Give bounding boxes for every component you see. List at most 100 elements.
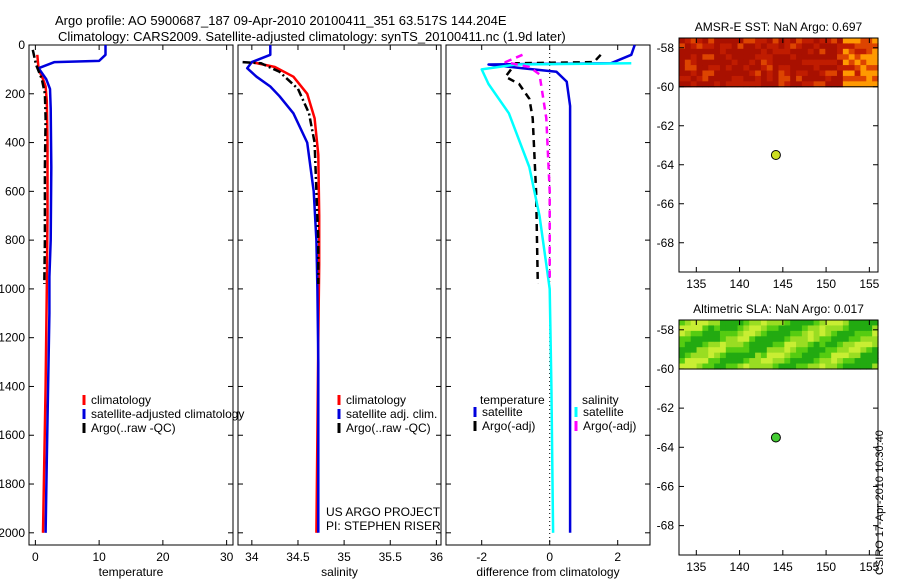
sla-field-cell [743,363,750,370]
sla-field-cell [766,341,774,348]
sla-field-cell [719,352,727,359]
sla-field-cell [766,325,774,332]
sla-field-cell [737,341,744,348]
sla-field-cell [842,341,850,348]
sla-field-cell [690,336,698,343]
sla-xtick-label: 140 [730,560,750,574]
sla-field-cell [766,363,774,370]
sla-ytick-label: -68 [657,519,675,533]
sla-field-cell [778,358,785,365]
sla-field-cell [755,347,762,354]
sst-field-cell [872,38,879,45]
difference-xlabel: difference from climatology [476,565,619,579]
sla-field-cell [766,330,774,337]
sla-field-cell [842,336,850,343]
sla-field-cell [696,336,704,343]
sla-field-cell [842,325,850,332]
sst-field-cell [679,48,686,55]
sst-field-cell [801,43,809,50]
sla-field-cell [784,347,791,354]
sla-field-cell [684,347,692,354]
sst-field-cell [831,43,838,50]
sst-field-cell [719,43,727,50]
sst-field-cell [679,81,686,88]
sla-field-cell [848,352,856,359]
sla-field-cell [766,347,774,354]
depth-ytick-label: 1000 [0,282,25,296]
sla-ytick-label: -62 [657,401,675,415]
sst-field-cell [719,81,727,88]
sla-field-cell [702,358,709,365]
sst-field-cell [737,75,744,82]
sla-field-cell [702,330,709,337]
sst-field-cell [825,59,832,66]
sst-field-cell [755,48,762,55]
sla-field-cell [819,341,826,348]
sla-field-cell [837,347,844,354]
sst-field-cell [696,43,704,50]
temperature-legend-label-0: climatology [91,393,151,407]
sst-field-cell [766,75,774,82]
sst-map-title: AMSR-E SST: NaN Argo: 0.697 [695,20,863,34]
sst-field-cell [860,38,867,45]
sla-field-cell [714,325,721,332]
sla-field-cell [819,336,826,343]
sst-field-cell [760,43,768,50]
sla-field-cell [860,320,867,327]
sla-field-cell [813,320,821,327]
sla-field-cell [684,358,692,365]
sla-xtick-label: 155 [859,560,879,574]
sla-field-cell [708,320,715,327]
sla-field-cell [737,336,744,343]
sst-field-cell [690,81,698,88]
sst-field-cell [801,48,809,55]
sla-field-cell [831,325,838,332]
sla-field-cell [784,358,791,365]
sla-field-cell [784,330,791,337]
sst-field-cell [719,59,727,66]
sst-field-cell [696,75,704,82]
sst-field-cell [796,75,803,82]
sst-field-cell [743,75,750,82]
sla-field-cell [755,320,762,327]
sst-field-cell [760,38,768,45]
sla-field-cell [860,330,867,337]
sla-field-cell [801,363,809,370]
sst-field-cell [784,43,791,50]
sla-field-cell [854,336,862,343]
sla-ytick-label: -64 [657,440,675,454]
sla-field-cell [737,363,744,370]
sla-field-cell [860,352,867,359]
sla-field-cell [813,358,821,365]
sla-field-cell [755,325,762,332]
sst-field-cell [825,75,832,82]
sst-field-cell [784,59,791,66]
sst-field-cell [684,81,692,88]
sla-field-cell [848,341,856,348]
sst-field-cell [831,81,838,88]
sla-field-cell [772,363,780,370]
sst-field-cell [731,70,739,77]
sst-field-cell [813,48,821,55]
sla-field-cell [696,358,704,365]
sla-field-cell [778,330,785,337]
sst-field-cell [690,75,698,82]
sst-field-cell [719,38,727,45]
sla-field-cell [708,352,715,359]
sst-field-cell [813,59,821,66]
sla-field-cell [854,347,862,354]
sst-field-cell [725,65,733,72]
sst-field-cell [714,65,721,72]
sst-field-cell [714,70,721,77]
sla-field-cell [866,347,873,354]
sla-field-cell [813,363,821,370]
sst-field-cell [755,59,762,66]
difference-axes-frame [445,44,651,546]
sla-field-cell [743,358,750,365]
sla-field-cell [719,363,727,370]
depth-ytick-label: 400 [5,136,25,150]
sst-field-cell [860,65,867,72]
sst-field-cell [760,54,768,61]
sla-ytick-label: -60 [657,362,675,376]
difference-xtick-label: -2 [476,550,487,564]
